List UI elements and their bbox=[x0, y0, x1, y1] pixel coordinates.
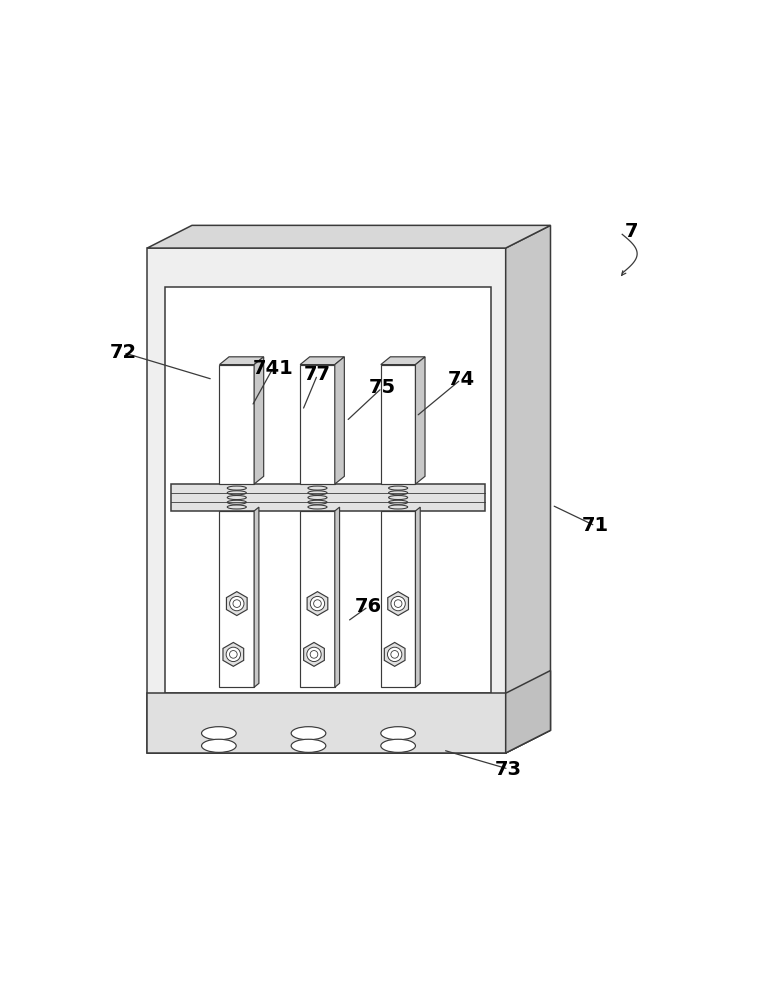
Text: 74: 74 bbox=[447, 370, 474, 389]
Circle shape bbox=[391, 651, 399, 658]
Polygon shape bbox=[300, 365, 335, 484]
Polygon shape bbox=[506, 671, 550, 753]
Polygon shape bbox=[227, 592, 247, 616]
Circle shape bbox=[310, 596, 325, 611]
Text: 73: 73 bbox=[495, 760, 522, 779]
Circle shape bbox=[391, 596, 406, 611]
Circle shape bbox=[307, 647, 322, 662]
Text: 76: 76 bbox=[355, 597, 382, 616]
Polygon shape bbox=[416, 507, 420, 687]
Polygon shape bbox=[506, 225, 550, 753]
Polygon shape bbox=[381, 365, 416, 484]
Polygon shape bbox=[171, 484, 485, 511]
Polygon shape bbox=[223, 642, 244, 666]
Ellipse shape bbox=[201, 739, 236, 752]
Polygon shape bbox=[254, 357, 264, 484]
Circle shape bbox=[233, 600, 241, 607]
Circle shape bbox=[226, 647, 241, 662]
Polygon shape bbox=[165, 287, 491, 693]
Circle shape bbox=[388, 647, 402, 662]
Text: 75: 75 bbox=[369, 378, 396, 397]
Circle shape bbox=[230, 651, 237, 658]
Text: 741: 741 bbox=[252, 359, 293, 378]
Polygon shape bbox=[147, 730, 550, 753]
Polygon shape bbox=[147, 225, 550, 248]
Polygon shape bbox=[220, 357, 264, 365]
Polygon shape bbox=[220, 511, 254, 687]
Ellipse shape bbox=[201, 727, 236, 740]
Polygon shape bbox=[147, 248, 506, 753]
Ellipse shape bbox=[291, 739, 326, 752]
Circle shape bbox=[314, 600, 322, 607]
Ellipse shape bbox=[381, 727, 416, 740]
Text: 77: 77 bbox=[304, 365, 331, 384]
Text: 71: 71 bbox=[582, 516, 609, 535]
Polygon shape bbox=[335, 357, 345, 484]
Circle shape bbox=[310, 651, 318, 658]
Polygon shape bbox=[304, 642, 325, 666]
Circle shape bbox=[230, 596, 244, 611]
Circle shape bbox=[394, 600, 402, 607]
Polygon shape bbox=[335, 507, 339, 687]
Polygon shape bbox=[147, 693, 506, 753]
Text: 7: 7 bbox=[625, 222, 638, 241]
Text: 72: 72 bbox=[109, 343, 136, 362]
Polygon shape bbox=[384, 642, 405, 666]
Polygon shape bbox=[416, 357, 425, 484]
Ellipse shape bbox=[291, 727, 326, 740]
Polygon shape bbox=[300, 511, 335, 687]
Polygon shape bbox=[307, 592, 328, 616]
Polygon shape bbox=[300, 357, 345, 365]
Polygon shape bbox=[381, 357, 425, 365]
Ellipse shape bbox=[381, 739, 416, 752]
Polygon shape bbox=[388, 592, 409, 616]
Polygon shape bbox=[220, 365, 254, 484]
Polygon shape bbox=[254, 507, 259, 687]
Polygon shape bbox=[381, 511, 416, 687]
